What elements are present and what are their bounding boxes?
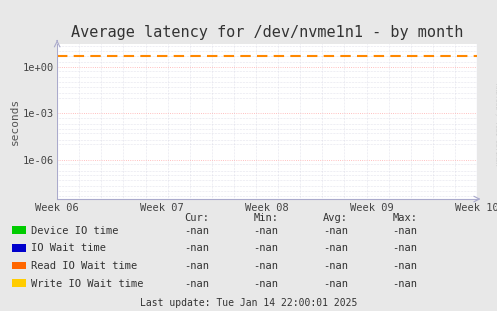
Text: Min:: Min:: [253, 213, 278, 223]
Text: -nan: -nan: [253, 261, 278, 271]
Text: -nan: -nan: [184, 261, 209, 271]
Text: -nan: -nan: [323, 279, 348, 289]
Text: Cur:: Cur:: [184, 213, 209, 223]
Text: RRDTOOL / TOBI OETIKER: RRDTOOL / TOBI OETIKER: [495, 83, 497, 166]
Text: Device IO time: Device IO time: [31, 226, 118, 236]
Text: -nan: -nan: [253, 226, 278, 236]
Text: -nan: -nan: [393, 226, 417, 236]
Text: -nan: -nan: [184, 244, 209, 253]
Title: Average latency for /dev/nvme1n1 - by month: Average latency for /dev/nvme1n1 - by mo…: [71, 25, 463, 39]
Text: Read IO Wait time: Read IO Wait time: [31, 261, 137, 271]
Text: -nan: -nan: [184, 226, 209, 236]
Text: Max:: Max:: [393, 213, 417, 223]
Text: IO Wait time: IO Wait time: [31, 244, 106, 253]
Text: -nan: -nan: [253, 279, 278, 289]
Text: -nan: -nan: [323, 261, 348, 271]
Text: -nan: -nan: [184, 279, 209, 289]
Text: -nan: -nan: [323, 226, 348, 236]
Y-axis label: seconds: seconds: [10, 98, 20, 145]
Text: Avg:: Avg:: [323, 213, 348, 223]
Text: -nan: -nan: [393, 261, 417, 271]
Text: -nan: -nan: [393, 279, 417, 289]
Text: -nan: -nan: [323, 244, 348, 253]
Text: -nan: -nan: [393, 244, 417, 253]
Text: Last update: Tue Jan 14 22:00:01 2025: Last update: Tue Jan 14 22:00:01 2025: [140, 298, 357, 308]
Text: Write IO Wait time: Write IO Wait time: [31, 279, 143, 289]
Text: -nan: -nan: [253, 244, 278, 253]
